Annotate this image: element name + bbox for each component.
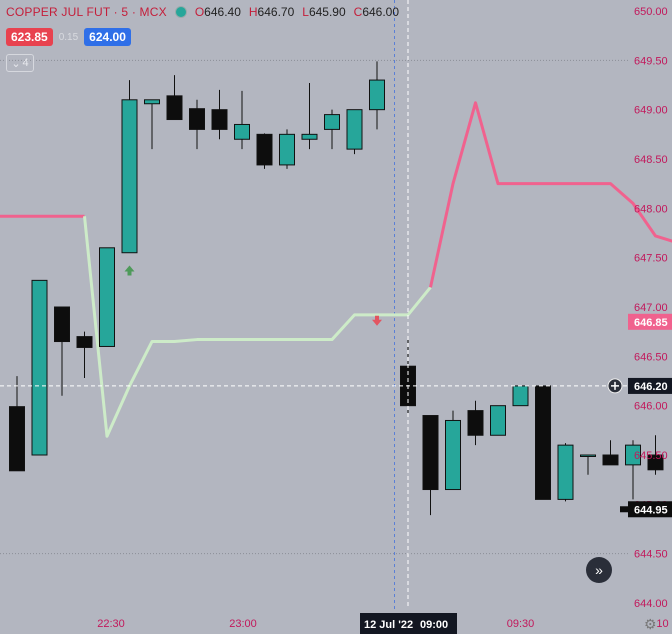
supertrend-line-up: [83, 216, 432, 438]
candle-body[interactable]: [211, 109, 228, 130]
candle-body[interactable]: [512, 385, 529, 407]
symbol-title[interactable]: COPPER JUL FUT · 5 · MCX: [6, 5, 167, 19]
candle-body[interactable]: [557, 444, 574, 500]
supertrend-price-tag: [628, 313, 672, 330]
ohlc-open: O646.40: [194, 5, 241, 19]
price-axis-label: 647.50: [634, 253, 668, 265]
candle-body[interactable]: [301, 133, 318, 140]
price-axis-label: 644.00: [634, 598, 668, 610]
candle-body[interactable]: [76, 336, 93, 348]
candle-body[interactable]: [54, 306, 70, 343]
crosshair-time-tag: [360, 613, 457, 634]
time-axis-label: 10: [656, 618, 668, 630]
quick-trade: 623.85 0.15 624.00: [6, 28, 131, 46]
gear-icon[interactable]: ⚙: [644, 616, 657, 632]
spread-value: 0.15: [58, 31, 79, 43]
buy-signal-arrow: [124, 265, 135, 276]
crosshair-price-tag: [628, 377, 672, 394]
candle-body[interactable]: [422, 415, 439, 491]
time-axis-label: 22:30: [97, 618, 125, 630]
supertrend-line-down: [429, 101, 672, 288]
last-price-label: 644.95: [634, 504, 668, 516]
supertrend-price-label: 646.85: [634, 317, 668, 329]
price-axis-label: 648.50: [634, 154, 668, 166]
price-axis-label: 650.00: [634, 6, 668, 18]
candle-body[interactable]: [279, 133, 295, 166]
time-axis-label: 23:00: [229, 618, 257, 630]
candle-body[interactable]: [234, 123, 250, 140]
candle-body[interactable]: [31, 279, 48, 456]
price-axis-label: 649.00: [634, 105, 668, 117]
candle-body[interactable]: [490, 405, 506, 436]
candle-body[interactable]: [625, 444, 641, 466]
last-price-marker: [620, 506, 628, 513]
crosshair-time-label: 09:00: [420, 619, 448, 631]
symbol-legend: COPPER JUL FUT · 5 · MCX O646.40 H646.70…: [6, 5, 399, 19]
candle-body[interactable]: [256, 133, 273, 166]
buy-button[interactable]: 624.00: [84, 28, 131, 46]
crosshair-price-label: 646.20: [634, 381, 668, 393]
price-axis-label: 644.50: [634, 549, 668, 561]
price-axis-label: 646.00: [634, 401, 668, 413]
chevron-down-icon: ⌄: [11, 57, 21, 70]
candle-body[interactable]: [535, 385, 551, 500]
price-axis-label: 648.00: [634, 203, 668, 215]
indicators-toggle-button[interactable]: ⌄ 4: [6, 54, 34, 72]
candle-body[interactable]: [369, 79, 385, 111]
indicator-count: 4: [22, 57, 29, 69]
plus-icon: [611, 381, 619, 390]
candle-body[interactable]: [324, 114, 340, 130]
candle-body[interactable]: [467, 410, 484, 436]
candle-body[interactable]: [445, 419, 461, 491]
ohlc-close: C646.00: [353, 5, 400, 19]
candle-body[interactable]: [9, 406, 25, 472]
candle-body[interactable]: [144, 99, 160, 105]
ohlc-low: L645.90: [302, 5, 346, 19]
candle-body[interactable]: [166, 95, 183, 121]
candle-body[interactable]: [602, 454, 619, 466]
price-axis-label: 646.50: [634, 351, 668, 363]
sell-signal-arrow: [372, 315, 382, 326]
price-axis-label: 649.50: [634, 55, 668, 67]
market-status-icon: [174, 6, 187, 18]
candle-body[interactable]: [647, 454, 664, 471]
candle-body[interactable]: [346, 109, 363, 150]
sell-button[interactable]: 623.85: [6, 28, 53, 46]
candle-body[interactable]: [99, 247, 115, 347]
price-axis-label: 645.50: [634, 450, 668, 462]
last-price-tag: [628, 501, 672, 518]
candle-body[interactable]: [189, 108, 205, 130]
candle-body[interactable]: [580, 454, 596, 457]
time-axis-label: 09:30: [507, 618, 535, 630]
double-chevron-right-icon: »: [595, 562, 603, 578]
crosshair-date-label: 12 Jul '22: [364, 619, 413, 631]
scroll-to-realtime-button[interactable]: »: [586, 557, 612, 583]
price-axis-label: 647.00: [634, 302, 668, 314]
candle-body[interactable]: [121, 99, 138, 254]
ohlc-high: H646.70: [248, 5, 295, 19]
